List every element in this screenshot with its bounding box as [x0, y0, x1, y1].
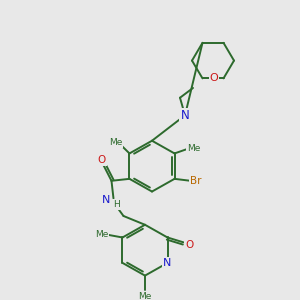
Text: N: N [163, 258, 172, 268]
Text: Me: Me [95, 230, 108, 239]
Text: O: O [210, 74, 218, 83]
Text: N: N [181, 109, 189, 122]
Text: O: O [98, 155, 106, 165]
Text: Me: Me [138, 292, 152, 300]
Text: H: H [113, 200, 120, 209]
Text: Br: Br [190, 176, 201, 186]
Text: Me: Me [187, 144, 200, 153]
Text: O: O [185, 240, 194, 250]
Text: Me: Me [109, 138, 122, 147]
Text: N: N [102, 195, 111, 205]
